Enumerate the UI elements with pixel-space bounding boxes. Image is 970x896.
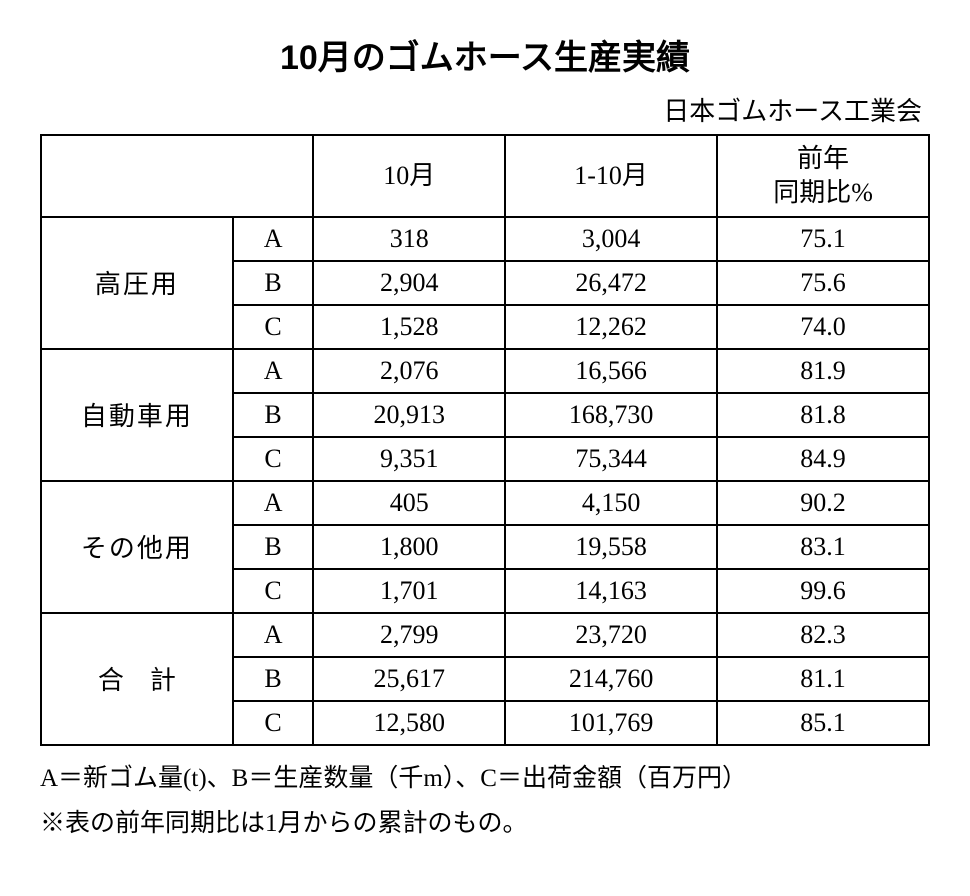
- ytd-cell: 3,004: [505, 217, 717, 261]
- ratio-cell: 74.0: [717, 305, 929, 349]
- header-ratio-line1: 前年: [797, 144, 849, 173]
- ratio-cell: 99.6: [717, 569, 929, 613]
- ratio-cell: 81.1: [717, 657, 929, 701]
- table-header-row: 10月 1-10月 前年 同期比%: [41, 135, 929, 217]
- table-row: 自動車用A2,07616,56681.9: [41, 349, 929, 393]
- ytd-cell: 75,344: [505, 437, 717, 481]
- ytd-cell: 23,720: [505, 613, 717, 657]
- oct-cell: 405: [313, 481, 505, 525]
- sub-cell: B: [233, 657, 314, 701]
- category-cell: その他用: [41, 481, 233, 613]
- oct-cell: 1,800: [313, 525, 505, 569]
- header-ratio: 前年 同期比%: [717, 135, 929, 217]
- ytd-cell: 214,760: [505, 657, 717, 701]
- table-row: その他用A4054,15090.2: [41, 481, 929, 525]
- sub-cell: A: [233, 217, 314, 261]
- production-table: 10月 1-10月 前年 同期比% 高圧用A3183,00475.1B2,904…: [40, 134, 930, 746]
- oct-cell: 12,580: [313, 701, 505, 745]
- ratio-cell: 75.6: [717, 261, 929, 305]
- oct-cell: 2,076: [313, 349, 505, 393]
- page-title: 10月のゴムホース生産実績: [40, 30, 930, 79]
- sub-cell: B: [233, 525, 314, 569]
- ytd-cell: 101,769: [505, 701, 717, 745]
- header-ratio-line2: 同期比%: [773, 178, 873, 207]
- header-ytd: 1-10月: [505, 135, 717, 217]
- ytd-cell: 12,262: [505, 305, 717, 349]
- sub-cell: C: [233, 701, 314, 745]
- footnote-block: A＝新ゴム量(t)、B＝生産数量（千m）、C＝出荷金額（百万円） ※表の前年同期…: [40, 756, 930, 846]
- ytd-cell: 14,163: [505, 569, 717, 613]
- oct-cell: 9,351: [313, 437, 505, 481]
- ratio-cell: 81.9: [717, 349, 929, 393]
- header-oct: 10月: [313, 135, 505, 217]
- sub-cell: C: [233, 437, 314, 481]
- oct-cell: 1,528: [313, 305, 505, 349]
- oct-cell: 2,904: [313, 261, 505, 305]
- footnote-line2: ※表の前年同期比は1月からの累計のもの。: [40, 801, 930, 846]
- table-row: 合 計A2,79923,72082.3: [41, 613, 929, 657]
- sub-cell: A: [233, 613, 314, 657]
- ratio-cell: 75.1: [717, 217, 929, 261]
- ytd-cell: 26,472: [505, 261, 717, 305]
- sub-cell: A: [233, 481, 314, 525]
- ratio-cell: 83.1: [717, 525, 929, 569]
- oct-cell: 2,799: [313, 613, 505, 657]
- ratio-cell: 81.8: [717, 393, 929, 437]
- header-blank: [41, 135, 313, 217]
- footnote-line1: A＝新ゴム量(t)、B＝生産数量（千m）、C＝出荷金額（百万円）: [40, 756, 930, 801]
- category-cell: 高圧用: [41, 217, 233, 349]
- ytd-cell: 4,150: [505, 481, 717, 525]
- sub-cell: B: [233, 393, 314, 437]
- ytd-cell: 168,730: [505, 393, 717, 437]
- oct-cell: 20,913: [313, 393, 505, 437]
- oct-cell: 25,617: [313, 657, 505, 701]
- table-row: 高圧用A3183,00475.1: [41, 217, 929, 261]
- ytd-cell: 16,566: [505, 349, 717, 393]
- category-cell: 自動車用: [41, 349, 233, 481]
- sub-cell: B: [233, 261, 314, 305]
- ratio-cell: 90.2: [717, 481, 929, 525]
- ytd-cell: 19,558: [505, 525, 717, 569]
- source-label: 日本ゴムホース工業会: [40, 91, 930, 128]
- oct-cell: 1,701: [313, 569, 505, 613]
- ratio-cell: 84.9: [717, 437, 929, 481]
- sub-cell: A: [233, 349, 314, 393]
- sub-cell: C: [233, 569, 314, 613]
- sub-cell: C: [233, 305, 314, 349]
- category-cell: 合 計: [41, 613, 233, 745]
- ratio-cell: 85.1: [717, 701, 929, 745]
- ratio-cell: 82.3: [717, 613, 929, 657]
- oct-cell: 318: [313, 217, 505, 261]
